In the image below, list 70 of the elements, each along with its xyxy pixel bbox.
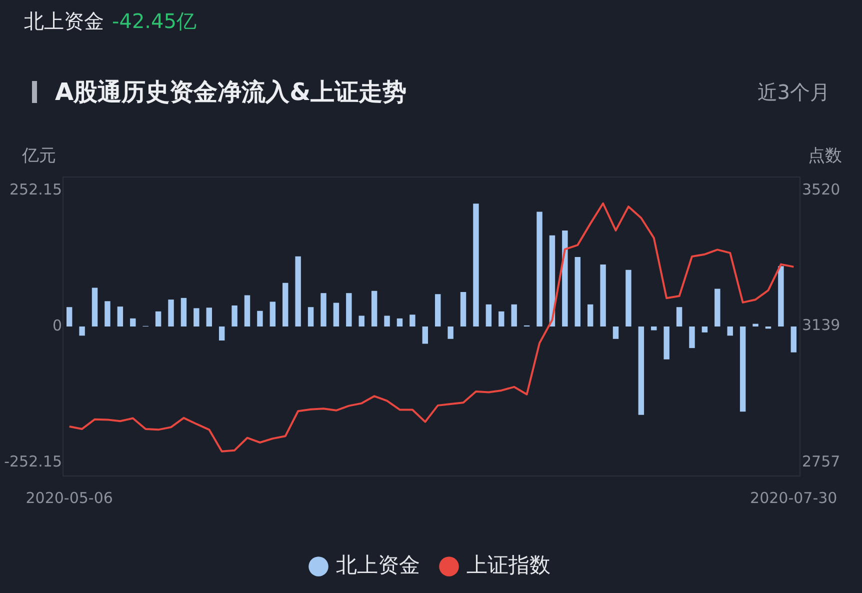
y-axis-title: 亿元 [22, 145, 56, 167]
bar [486, 304, 492, 326]
bar [562, 230, 568, 326]
bar [574, 256, 580, 326]
bar [244, 295, 250, 326]
bar [434, 294, 441, 326]
bar [638, 326, 644, 415]
y2-tick-label: 3139 [802, 316, 840, 334]
bar [232, 305, 238, 326]
bar [600, 264, 606, 326]
y-tick-label: 252.15 [10, 180, 62, 198]
bar [308, 307, 314, 326]
bar [790, 326, 797, 352]
legend-label: 北上资金 [336, 552, 420, 577]
bar [410, 314, 416, 326]
bar [396, 318, 403, 326]
bar [371, 290, 378, 326]
bar [333, 302, 340, 326]
bar [778, 266, 784, 326]
bar [384, 316, 390, 326]
text: -42.45亿 [112, 9, 196, 33]
bar [346, 293, 352, 326]
x-tick-label: 2020-07-30 [750, 488, 838, 507]
bar [206, 308, 212, 326]
bar [702, 326, 708, 332]
bar [740, 326, 746, 412]
bar [218, 326, 225, 341]
bar [66, 307, 72, 326]
bar [282, 282, 288, 326]
bar [587, 304, 594, 326]
bar [257, 310, 263, 326]
bar [626, 270, 632, 326]
legend-label: 上证指数 [466, 552, 550, 577]
bar [612, 326, 619, 339]
text: 北上资金 [24, 9, 104, 33]
bar [194, 308, 200, 326]
bar [117, 306, 124, 326]
y-tick-label: -252.15 [4, 452, 62, 470]
bar [498, 311, 504, 326]
bar [511, 304, 517, 326]
bar [473, 204, 479, 326]
bar [714, 288, 720, 326]
y2-axis-title: 点数 [808, 145, 842, 167]
bar [180, 298, 187, 326]
bar [92, 288, 98, 326]
bar [155, 311, 162, 326]
text: 近3个月 [757, 79, 830, 106]
bar [422, 326, 428, 344]
bar [651, 326, 657, 330]
bar [320, 293, 326, 326]
bar [104, 301, 110, 326]
bar [270, 302, 276, 326]
bar [295, 256, 301, 326]
bar [752, 324, 758, 326]
bar [358, 316, 364, 326]
bar [168, 300, 174, 326]
bar [130, 318, 136, 326]
bar [676, 307, 682, 326]
bar [664, 326, 670, 360]
bar [460, 292, 466, 326]
bar [727, 326, 733, 336]
bar [79, 326, 85, 336]
bar [689, 326, 695, 348]
y-tick-label: 0 [52, 316, 62, 334]
bar [536, 212, 542, 326]
y2-tick-label: 3520 [802, 180, 840, 198]
bar [448, 326, 454, 339]
y2-tick-label: 2757 [802, 452, 840, 470]
x-tick-label: 2020-05-06 [26, 488, 113, 507]
chart-title: A股通历史资金净流入&上证走势 [55, 77, 407, 108]
